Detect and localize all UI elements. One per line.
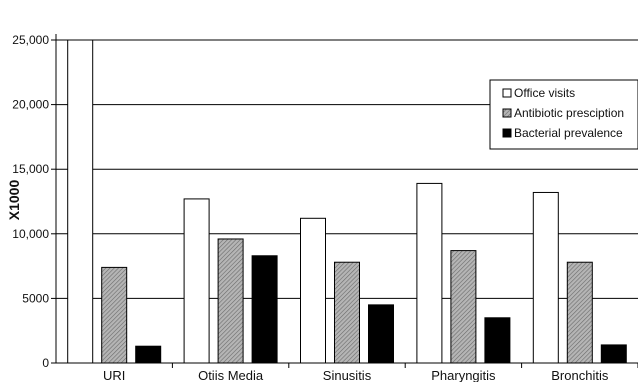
- bar-bronchitis-antibiotic-presciption: [566, 261, 593, 364]
- legend-label-office-visits: Office visits: [514, 86, 575, 100]
- legend-swatch-antibiotic-presciption: [502, 108, 512, 118]
- bar-otiis-media-antibiotic-presciption: [217, 238, 244, 364]
- bar-uri-antibiotic-presciption: [101, 266, 128, 364]
- bar-pharyngitis-bacterial-prevalence: [484, 317, 511, 364]
- legend-swatch-office-visits: [502, 88, 512, 98]
- bar-uri-bacterial-prevalence: [135, 345, 162, 364]
- tick-labels: 0 5000 10,000 15,000 20,000 25,000 URI Otiis Me…: [12, 33, 609, 382]
- y-tick-label-20000: 20,000: [12, 98, 49, 112]
- legend-label-antibiotic-presciption: Antibiotic presciption: [514, 106, 624, 120]
- y-tick-label-10000: 10,000: [12, 227, 49, 241]
- bar-sinusitis-bacterial-prevalence: [368, 304, 394, 364]
- legend: Office visits Antibiotic presciption Bac…: [489, 79, 638, 150]
- y-tick-label-0: 0: [42, 356, 49, 370]
- x-tick-label-uri: URI: [103, 368, 125, 382]
- y-tick-label-5000: 5000: [22, 291, 49, 305]
- y-tick-label-25000: 25,000: [12, 33, 49, 47]
- x-tick-label-bronchitis: Bronchitis: [551, 368, 609, 382]
- y-tick-label-15000: 15,000: [12, 162, 49, 176]
- legend-swatch-bacterial-prevalence: [502, 128, 512, 138]
- bar-pharyngitis-office-visits: [416, 182, 443, 364]
- bar-uri-office-visits: [67, 39, 94, 364]
- bar-sinusitis-antibiotic-presciption: [334, 261, 360, 364]
- y-axis-label: X1000: [6, 180, 22, 221]
- bar-pharyngitis-antibiotic-presciption: [450, 250, 477, 364]
- x-tick-label-sinusitis: Sinusitis: [323, 368, 372, 382]
- bar-otiis-media-office-visits: [183, 198, 210, 364]
- bars: [67, 39, 627, 364]
- legend-label-bacterial-prevalence: Bacterial prevalence: [514, 126, 623, 140]
- x-tick-label-otiis-media: Otiis Media: [198, 368, 264, 382]
- bar-bronchitis-office-visits: [532, 191, 559, 364]
- bar-bronchitis-bacterial-prevalence: [600, 344, 627, 364]
- legend-box: [489, 79, 638, 150]
- bar-sinusitis-office-visits: [300, 217, 326, 364]
- bar-otiis-media-bacterial-prevalence: [251, 255, 278, 364]
- x-tick-label-pharyngitis: Pharyngitis: [431, 368, 496, 382]
